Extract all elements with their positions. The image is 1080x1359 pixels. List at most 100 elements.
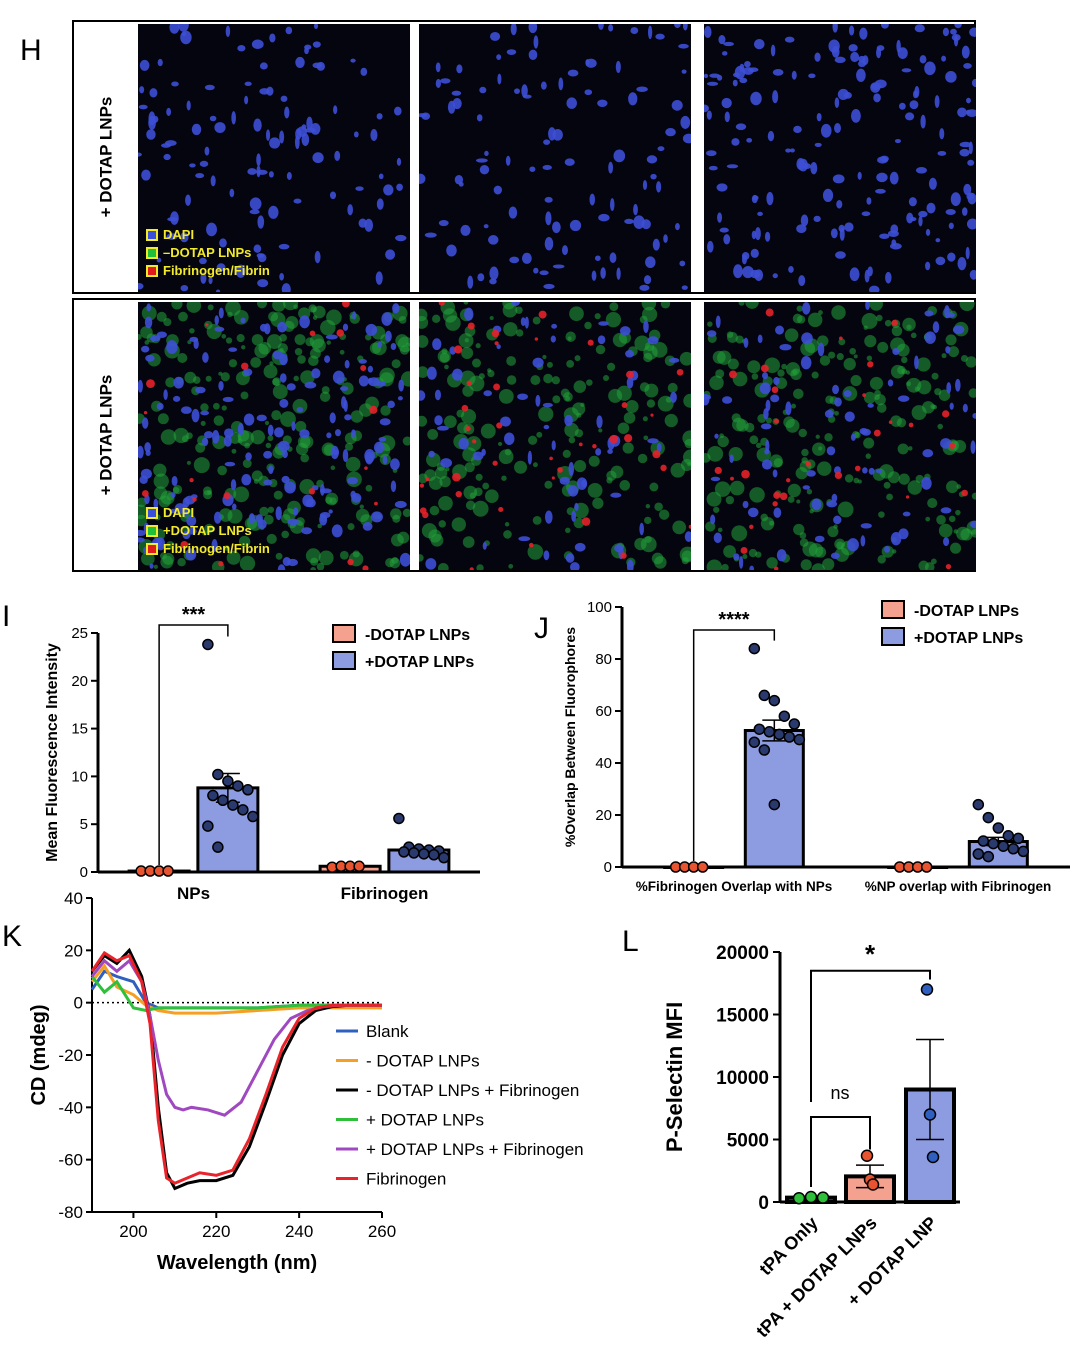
nucleus [843, 390, 852, 398]
lnp-signal [305, 337, 315, 347]
lnp-signal [824, 433, 833, 442]
legend-fibrin: Fibrinogen/Fibrin [163, 263, 270, 278]
nucleus [814, 142, 822, 148]
nucleus [552, 221, 561, 234]
nucleus [844, 91, 852, 99]
lnp-signal [828, 351, 836, 359]
data-point [926, 1150, 940, 1164]
lnp-signal [717, 350, 732, 365]
lnp-signal [680, 458, 691, 472]
nucleus [947, 252, 956, 262]
nucleus [277, 321, 288, 333]
nucleus [885, 271, 892, 284]
data-point [212, 768, 224, 781]
lnp-signal [864, 335, 877, 348]
lnp-signal [475, 473, 483, 481]
nucleus [609, 252, 617, 264]
lnp-signal [930, 403, 936, 410]
nucleus [156, 402, 164, 411]
lnp-signal [562, 449, 571, 458]
x-tick-label: 200 [119, 1222, 147, 1241]
lnp-signal [272, 378, 280, 386]
lnp-signal [200, 403, 209, 412]
lnp-signal [309, 348, 321, 359]
nucleus [866, 197, 872, 205]
lnp-signal [269, 361, 274, 366]
lnp-signal [399, 345, 410, 355]
lnp-signal [241, 345, 246, 350]
nucleus [963, 62, 972, 69]
nucleus [256, 153, 261, 167]
panel-letter-h: H [20, 34, 42, 67]
nucleus [642, 179, 648, 191]
nucleus [299, 429, 310, 439]
nucleus [948, 222, 954, 230]
nucleus [214, 315, 219, 326]
lnp-signal [732, 417, 746, 432]
nucleus [208, 276, 213, 285]
nucleus [723, 234, 731, 245]
lnp-signal [796, 305, 803, 312]
legend-dapi: DAPI [163, 227, 195, 242]
nucleus [940, 438, 952, 449]
lnp-signal [751, 373, 759, 380]
lnp-signal [297, 355, 306, 364]
nucleus [925, 261, 931, 271]
nucleus [909, 100, 919, 110]
lnp-signal [225, 337, 233, 344]
nucleus [616, 267, 621, 280]
nucleus [934, 95, 940, 109]
nucleus [915, 167, 928, 174]
nucleus [240, 317, 246, 324]
nucleus [279, 272, 284, 281]
lnp-signal [273, 490, 283, 500]
nucleus [138, 152, 142, 157]
nucleus [957, 257, 967, 271]
lnp-signal [679, 351, 691, 366]
fibrin-signal [620, 552, 627, 559]
lnp-signal [849, 347, 856, 355]
nucleus [484, 150, 489, 157]
lnp-signal [800, 559, 812, 570]
data-point [768, 798, 781, 811]
nucleus [332, 370, 345, 384]
nucleus [750, 91, 762, 106]
lnp-signal [799, 532, 807, 539]
lnp-signal [506, 356, 517, 366]
nucleus [868, 285, 880, 292]
nucleus [569, 219, 582, 232]
nucleus [149, 563, 154, 569]
y-tick-label: 5 [80, 816, 88, 833]
lnp-signal [186, 302, 202, 313]
lnp-signal [742, 553, 748, 560]
lnp-signal [476, 564, 484, 570]
data-point [977, 835, 990, 847]
lnp-signal [625, 400, 639, 414]
nucleus [552, 264, 565, 269]
lnp-signal [755, 442, 762, 449]
nucleus [241, 474, 252, 486]
nucleus [263, 479, 273, 486]
nucleus [954, 24, 962, 29]
nucleus [784, 36, 795, 43]
fibrin-signal [419, 483, 425, 488]
nucleus [762, 372, 768, 380]
nucleus [873, 93, 881, 103]
lnp-signal [925, 516, 931, 522]
nucleus [591, 270, 597, 281]
nucleus [610, 492, 622, 498]
lnp-signal [189, 328, 195, 334]
nucleus [645, 256, 656, 269]
lnp-signal [153, 486, 168, 500]
nucleus [452, 98, 462, 110]
nucleus [561, 245, 568, 256]
fibrin-signal [143, 410, 148, 415]
lnp-signal [213, 402, 220, 410]
nucleus [277, 440, 290, 452]
legend-label: +DOTAP LNPs [365, 654, 474, 671]
lnp-signal [587, 483, 603, 498]
nucleus [293, 507, 299, 516]
data-point [792, 1192, 806, 1205]
lnp-signal [217, 465, 227, 476]
nucleus [595, 448, 602, 456]
